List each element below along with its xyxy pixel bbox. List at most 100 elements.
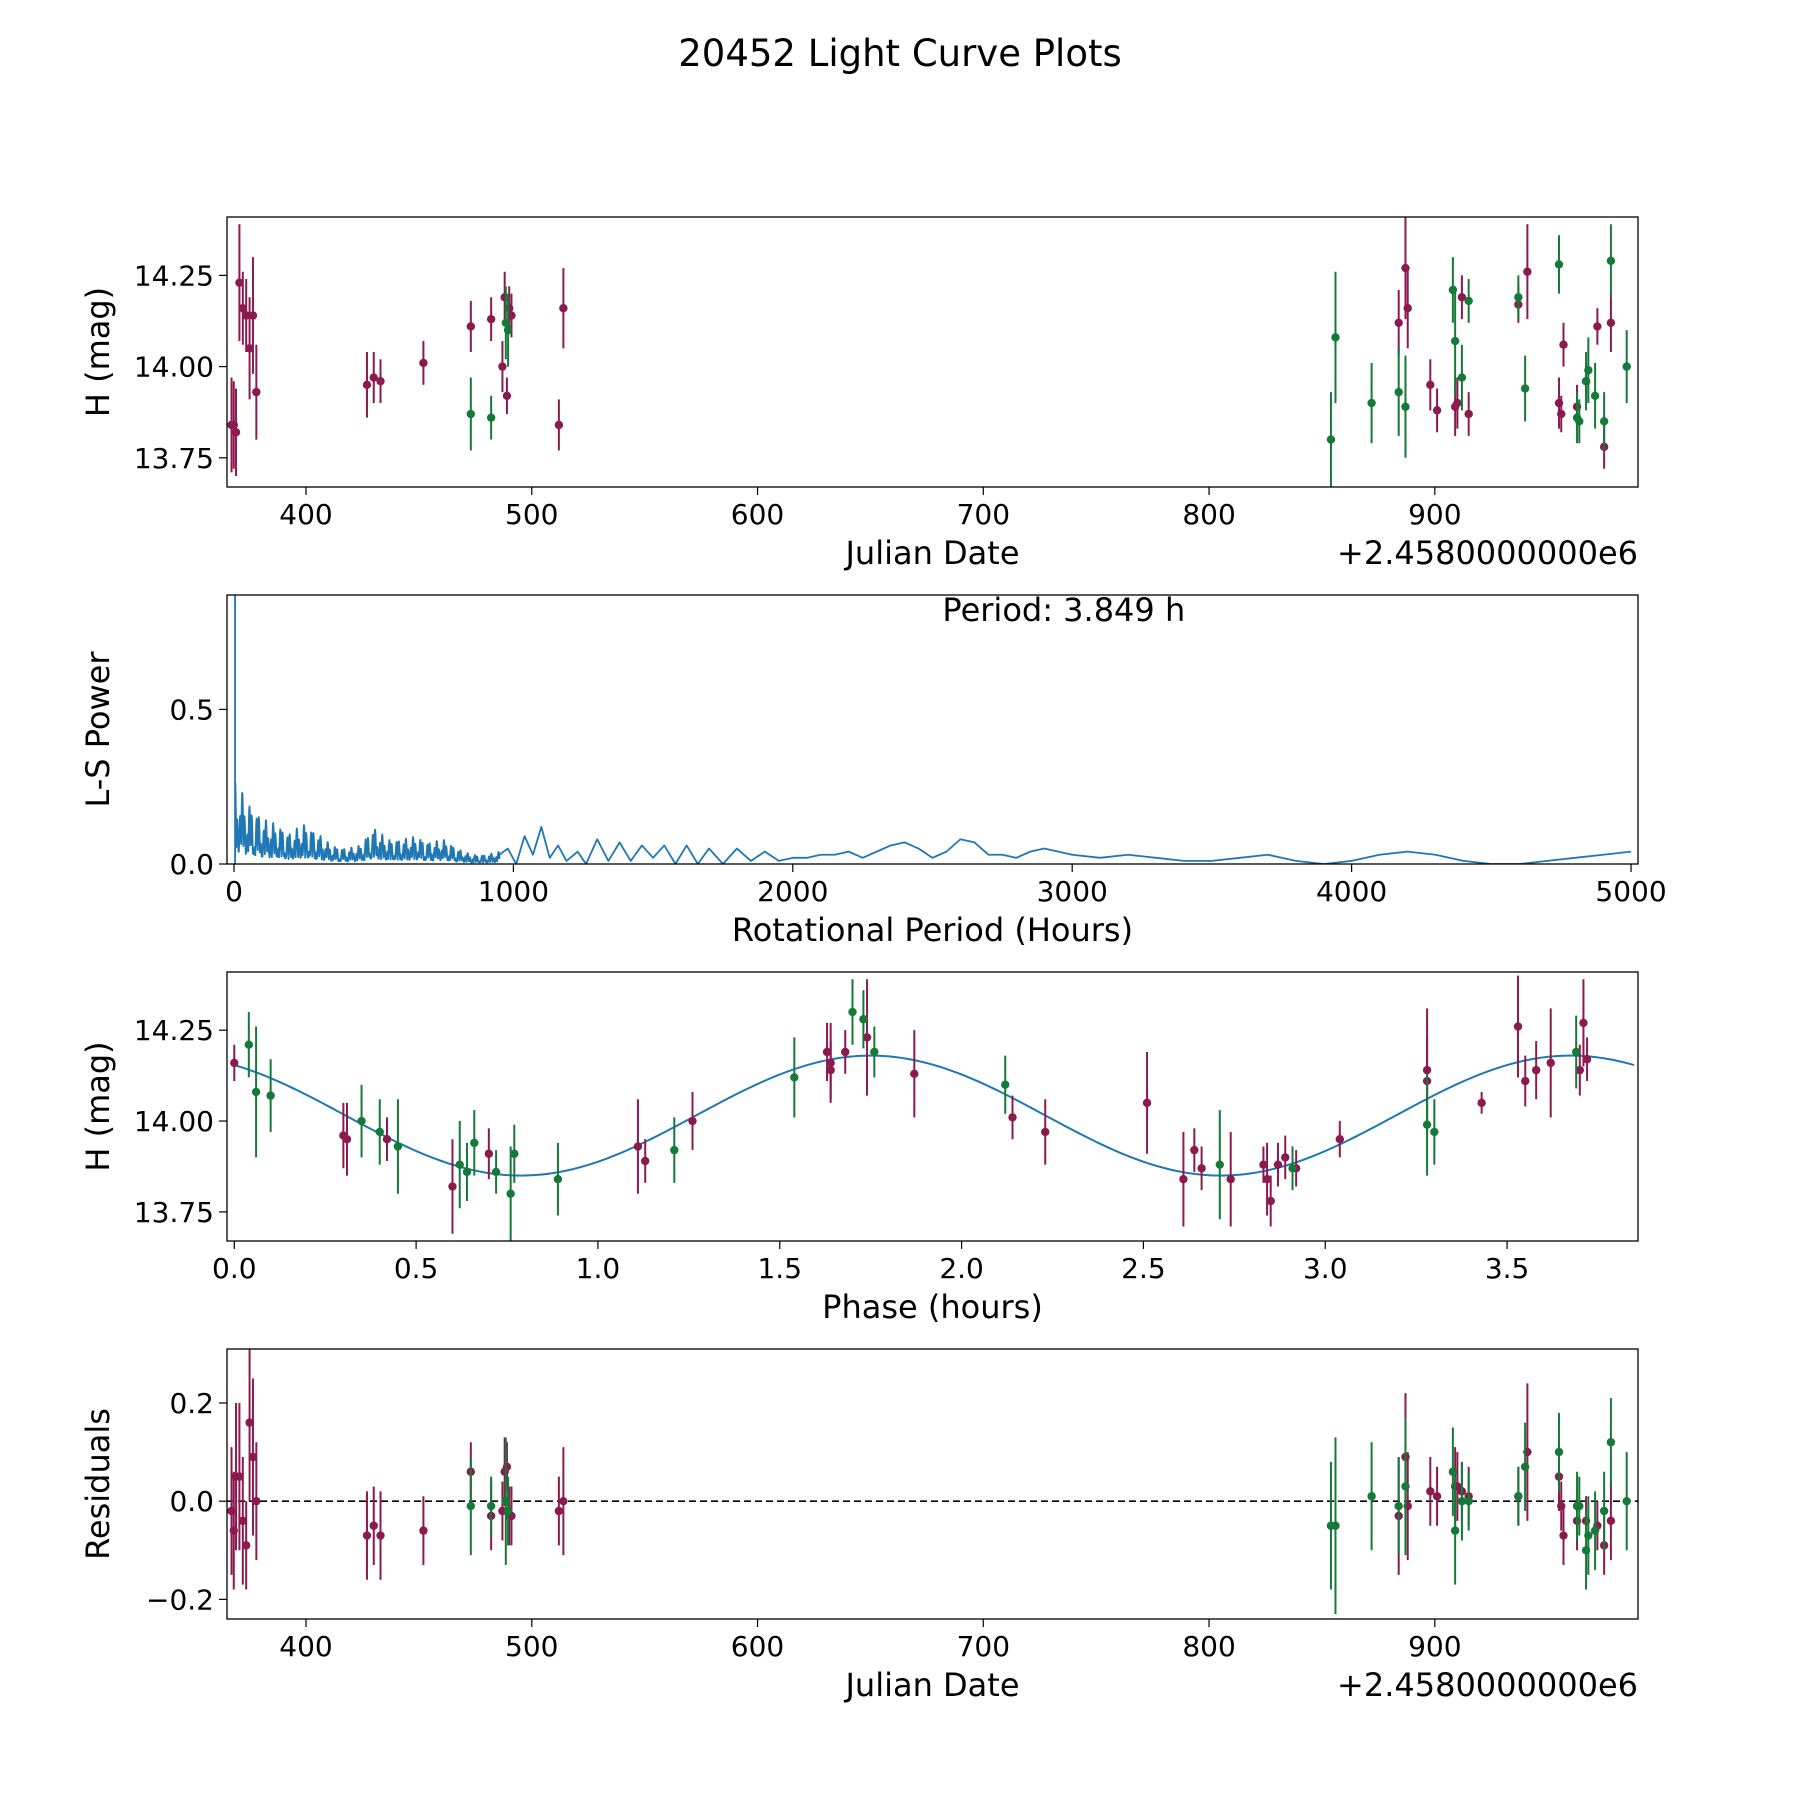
- x-tick-label: 3000: [1037, 875, 1108, 908]
- y-axis-label: Residuals: [79, 1408, 117, 1560]
- data-point: [245, 344, 254, 353]
- data-point: [362, 380, 372, 390]
- data-point: [1514, 293, 1523, 302]
- data-point: [1457, 373, 1467, 382]
- data-point: [1622, 1496, 1631, 1506]
- y-tick-label: 0.5: [169, 693, 214, 726]
- data-point: [1041, 1127, 1050, 1137]
- y-axis-label: H (mag): [79, 287, 117, 417]
- data-point: [503, 325, 513, 335]
- data-point: [1554, 1447, 1564, 1457]
- data-point: [252, 387, 261, 397]
- data-point: [822, 1047, 832, 1057]
- data-point: [553, 1175, 563, 1184]
- plot-area: [227, 1349, 1638, 1615]
- x-tick-label: 900: [1408, 1630, 1461, 1663]
- data-point: [1582, 1055, 1592, 1064]
- panel-phased: 0.0 0.5 1.0 1.5 2.0 2.5 3.0 3.5 13.75 14.00 14.25 P…: [79, 971, 1639, 1326]
- data-point: [1142, 1098, 1152, 1108]
- plot-area: [234, 595, 1632, 864]
- x-tick-label: 400: [279, 1630, 332, 1663]
- data-point: [1521, 1076, 1530, 1086]
- x-tick-label: 3.0: [1303, 1252, 1348, 1285]
- data-point: [1575, 1501, 1584, 1511]
- data-point: [554, 420, 564, 430]
- data-point: [462, 1167, 472, 1177]
- y-axis-label: H (mag): [79, 1041, 117, 1171]
- data-point: [369, 373, 378, 382]
- x-tick-label: 500: [505, 498, 558, 531]
- data-point: [484, 1149, 494, 1158]
- data-point: [266, 1091, 275, 1100]
- x-tick-label: 1.5: [757, 1252, 802, 1285]
- data-point: [1450, 1526, 1460, 1535]
- data-point: [382, 1135, 392, 1144]
- data-point: [862, 1033, 872, 1042]
- x-tick-label: 2.0: [939, 1252, 984, 1285]
- x-tick-label: 700: [957, 498, 1010, 531]
- y-tick-label: 14.25: [134, 259, 214, 292]
- data-point: [357, 1116, 366, 1126]
- data-point: [466, 1501, 476, 1511]
- y-tick-label: 0.0: [169, 848, 214, 881]
- axes-frame: [226, 971, 1639, 1242]
- data-point: [238, 304, 248, 313]
- data-point: [448, 1182, 457, 1191]
- data-point: [1288, 1164, 1297, 1173]
- data-point: [1559, 1531, 1568, 1540]
- data-point: [502, 1462, 512, 1472]
- x-tick-label: 4000: [1316, 875, 1387, 908]
- data-point: [248, 311, 258, 320]
- x-tick-label: 600: [731, 498, 784, 531]
- data-point: [1599, 1506, 1609, 1516]
- data-point: [503, 1506, 513, 1516]
- data-point: [1554, 260, 1564, 269]
- series-filter-1: [230, 975, 1592, 1234]
- x-tick-label: 0.0: [212, 1252, 257, 1285]
- data-point: [1464, 409, 1473, 419]
- y-tick-label: 13.75: [134, 1196, 214, 1229]
- data-point: [241, 311, 251, 320]
- axes-frame: [226, 216, 1639, 488]
- data-point: [1546, 1058, 1555, 1068]
- x-axis-label: Rotational Period (Hours): [732, 911, 1133, 949]
- y-tick-label: 0.2: [169, 1387, 214, 1420]
- x-tick-label: 800: [1182, 1630, 1235, 1663]
- data-point: [1008, 1113, 1017, 1122]
- panel-periodogram: Period: 3.849 h 0 1000 2000 3000 4000 5000 0.0 0…: [79, 591, 1667, 949]
- x-axis-label: Phase (hours): [822, 1288, 1043, 1326]
- data-point: [1367, 1492, 1376, 1501]
- series-filter-2: [466, 1398, 1631, 1615]
- axes-frame: [226, 594, 1639, 865]
- data-point: [1606, 318, 1616, 328]
- data-point: [1606, 256, 1616, 265]
- y-tick-label: 14.25: [134, 1014, 214, 1047]
- data-point: [910, 1069, 919, 1078]
- y-axis-label: L-S Power: [79, 651, 117, 808]
- data-point: [1266, 1196, 1275, 1206]
- data-point: [1520, 384, 1530, 393]
- data-point: [1281, 1153, 1290, 1162]
- x-axis-label: Julian Date: [843, 1666, 1019, 1704]
- data-point: [826, 1065, 835, 1075]
- data-point: [1426, 380, 1435, 390]
- data-point: [491, 1167, 501, 1177]
- data-point: [1584, 366, 1593, 375]
- data-point: [1579, 1018, 1588, 1028]
- data-point: [245, 1418, 254, 1427]
- data-point: [1394, 318, 1403, 328]
- data-point: [1422, 1120, 1432, 1129]
- data-point: [1559, 340, 1568, 349]
- data-point: [1513, 1022, 1523, 1031]
- data-point: [1179, 1175, 1188, 1184]
- data-point: [790, 1073, 799, 1082]
- data-point: [1584, 1531, 1593, 1540]
- data-point: [1571, 1047, 1581, 1057]
- data-point: [870, 1047, 879, 1057]
- data-point: [1464, 1496, 1473, 1506]
- x-tick-label: 800: [1182, 498, 1235, 531]
- y-tick-label: 13.75: [134, 442, 214, 475]
- data-point: [1453, 398, 1462, 408]
- data-point: [670, 1145, 679, 1155]
